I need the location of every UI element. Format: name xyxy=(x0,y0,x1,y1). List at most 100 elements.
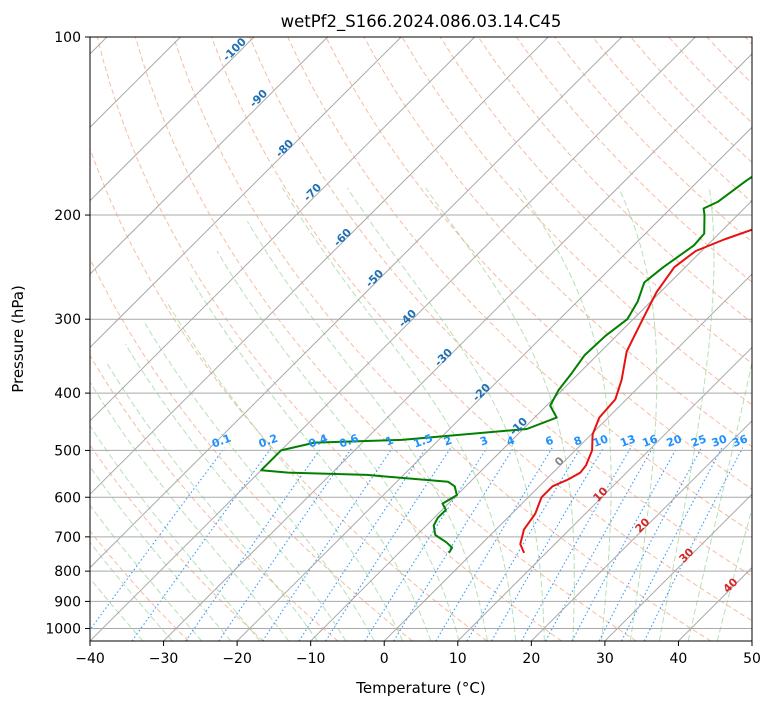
x-tick-label: −20 xyxy=(222,651,252,667)
mixing-ratio-line xyxy=(298,447,427,641)
isotherm-label: -70 xyxy=(301,181,324,204)
x-axis: −40 −30 −20 −10 0 10 20 30 40 50 xyxy=(75,641,761,667)
isotherm-line xyxy=(163,53,752,641)
dry-adiabat-line xyxy=(90,444,264,641)
moist-adiabat-line xyxy=(282,187,517,641)
mixing-ratio-label: 25 xyxy=(689,432,708,449)
dry-adiabat-line xyxy=(96,37,562,641)
isotherm-label: 20 xyxy=(633,515,653,535)
moist-adiabat-line xyxy=(166,301,404,641)
isotherm-label: -80 xyxy=(273,137,296,160)
dry-adiabat-line xyxy=(554,37,752,243)
mixing-ratio-line xyxy=(643,447,744,641)
moist-adiabat-line xyxy=(90,425,261,641)
isotherm-label: 40 xyxy=(721,575,741,595)
dry-adiabat-line xyxy=(90,147,488,641)
mixing-ratio-label: 4 xyxy=(505,434,517,449)
dry-adiabat-line xyxy=(249,37,752,577)
moist-adiabat-line xyxy=(216,250,460,641)
mixing-ratio-label: 1.5 xyxy=(412,432,435,451)
mixing-ratio-label: 0.6 xyxy=(338,432,361,451)
isotherm-line xyxy=(383,273,752,641)
x-tick-label: 30 xyxy=(596,651,614,667)
isotherm-line xyxy=(90,37,696,641)
x-tick-label: 40 xyxy=(670,651,688,667)
isotherm-label: -50 xyxy=(363,267,386,290)
mixing-ratio-line xyxy=(325,447,452,641)
moist-adiabat-line xyxy=(346,187,545,641)
moist-adiabat-line xyxy=(90,504,203,641)
x-tick-label: −40 xyxy=(75,651,105,667)
mixing-ratio-line xyxy=(491,447,604,641)
y-axis: 100 200 300 400 500 600 700 800 900 1000 xyxy=(45,30,90,637)
isotherm-label: -30 xyxy=(432,346,455,369)
dry-adiabat-line xyxy=(134,37,637,641)
mixing-ratio-label: 30 xyxy=(710,432,729,450)
mixing-ratio-label: 36 xyxy=(731,432,750,450)
isotherm-line xyxy=(530,420,752,641)
mixing-ratio-label: 16 xyxy=(641,432,660,450)
mixing-ratio-label: 3 xyxy=(478,434,490,449)
grid-lines xyxy=(90,37,752,641)
mixing-ratio-line xyxy=(131,447,272,641)
isotherm-line xyxy=(90,37,476,422)
isotherm-line xyxy=(236,126,752,641)
mixing-ratio-label: 13 xyxy=(618,432,637,449)
isotherm-label: -60 xyxy=(331,226,354,249)
mixing-ratio-label: 0.4 xyxy=(307,432,330,451)
isotherm-line xyxy=(90,37,549,495)
mixing-ratio-line xyxy=(185,447,322,641)
isotherm-line xyxy=(90,37,402,349)
mixing-ratio-line xyxy=(466,447,582,641)
isotherm-label: 30 xyxy=(677,545,697,565)
x-tick-label: 50 xyxy=(743,651,761,667)
y-tick-label: 800 xyxy=(54,564,81,580)
dry-adiabat-line xyxy=(630,37,752,164)
mixing-ratio-label: 6 xyxy=(544,434,556,449)
moist-adiabat-line xyxy=(618,187,658,641)
x-tick-label: 20 xyxy=(522,651,540,667)
isotherm-line xyxy=(90,37,623,569)
plot-frame xyxy=(89,36,753,642)
dry-adiabat-line xyxy=(401,37,752,406)
isotherm-label: -40 xyxy=(396,307,419,330)
isotherm-label: -20 xyxy=(470,381,493,404)
isotherm-line xyxy=(751,640,752,641)
moist-adiabat-line xyxy=(90,541,173,641)
y-tick-label: 900 xyxy=(54,594,81,610)
mixing-ratio-label: 0.1 xyxy=(210,432,233,451)
dry-adiabat-line xyxy=(744,37,752,45)
moist-adiabat-line xyxy=(124,343,347,641)
mixing-ratio-label: 0.2 xyxy=(257,432,280,451)
isotherm-label: -90 xyxy=(247,87,270,110)
dry-adiabat-line xyxy=(90,530,190,641)
y-tick-label: 400 xyxy=(54,386,81,402)
mixing-ratio-line xyxy=(218,447,353,641)
mixing-ratio-line xyxy=(435,447,553,641)
moist-adiabat-line xyxy=(687,360,752,641)
moist-adiabat-line xyxy=(425,187,575,641)
moist-adiabat-line xyxy=(518,187,612,641)
moist-adiabat-line xyxy=(716,506,752,641)
dry-adiabat-line xyxy=(477,37,752,324)
moist-adiabat-line xyxy=(90,577,144,641)
dry-adiabat-line xyxy=(515,37,752,283)
y-tick-label: 100 xyxy=(54,30,81,46)
y-tick-label: 200 xyxy=(54,208,81,224)
x-tick-label: −30 xyxy=(149,651,179,667)
moist-adiabat-line xyxy=(90,383,290,641)
dewpoint-line xyxy=(260,175,752,554)
mixing-ratio-line xyxy=(393,447,514,641)
moist-adiabat-line xyxy=(90,465,232,641)
isotherm-line xyxy=(604,493,752,641)
mixing-ratio-line xyxy=(262,447,393,641)
dry-adiabat-line xyxy=(90,354,339,641)
dry-adiabat-line xyxy=(439,37,752,364)
isotherm-line xyxy=(90,37,255,202)
mixing-ratio-label: 8 xyxy=(572,434,584,449)
chart-title: wetPf2_S166.2024.086.03.14.C45 xyxy=(281,12,562,32)
mixing-ratio-line xyxy=(90,447,226,631)
moist-adiabat-line xyxy=(189,277,432,641)
mixing-ratio-label: 20 xyxy=(665,432,684,450)
